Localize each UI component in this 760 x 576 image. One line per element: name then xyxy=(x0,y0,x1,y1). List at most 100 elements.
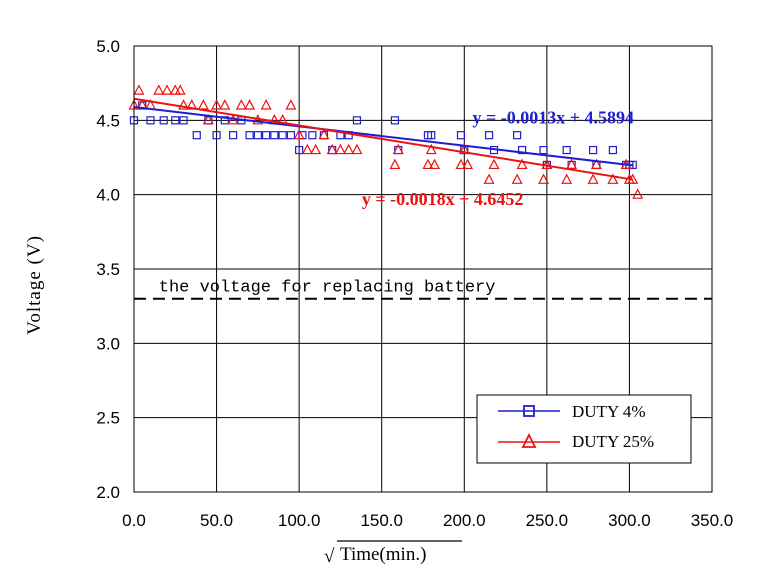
legend-label-duty4: DUTY 4% xyxy=(572,402,646,421)
point-s1-38 xyxy=(483,173,495,184)
point-s1-23 xyxy=(301,143,313,155)
point-s0-8 xyxy=(212,131,221,140)
legend-box xyxy=(476,394,692,464)
point-s0-34 xyxy=(513,131,522,140)
y-tick-label-6: 5.0 xyxy=(96,37,120,56)
point-s1-28 xyxy=(343,143,355,155)
point-s0-10 xyxy=(228,131,238,140)
x-tick-label-2: 100.0 xyxy=(278,511,321,530)
point-s1-22 xyxy=(293,128,305,140)
point-s0-12 xyxy=(245,131,254,140)
point-s0-6 xyxy=(192,131,201,140)
reference-line-group: the voltage for replacing battery xyxy=(134,278,712,300)
point-s1-47 xyxy=(590,158,602,170)
point-s0-18 xyxy=(295,145,304,155)
x-tick-labels: 0.0 50.0 100.0 150.0 200.0 250.0 300.0 350.0 xyxy=(122,511,733,530)
y-axis-title: Voltage (V) xyxy=(24,235,45,335)
point-s0-13 xyxy=(253,131,262,140)
point-s0-32 xyxy=(484,131,494,140)
point-s0-5 xyxy=(179,116,188,125)
point-s1-30 xyxy=(389,158,401,170)
point-s0-29 xyxy=(427,131,436,140)
point-s0-38 xyxy=(562,145,571,155)
point-s1-37 xyxy=(462,158,474,170)
y-tick-label-1: 2.5 xyxy=(96,409,120,428)
trendline-1 xyxy=(133,97,633,181)
x-axis-title-text: Time(min.) xyxy=(340,544,426,565)
point-s1-40 xyxy=(511,173,523,184)
point-s1-32 xyxy=(422,158,434,170)
x-tick-label-6: 300.0 xyxy=(608,511,651,530)
point-s0-4 xyxy=(171,116,180,125)
point-s0-2 xyxy=(146,116,155,125)
point-s1-26 xyxy=(326,143,338,155)
plot-area-border xyxy=(133,45,713,493)
point-s1-48 xyxy=(607,173,619,184)
point-s1-52 xyxy=(632,188,644,199)
point-s1-11 xyxy=(202,114,214,125)
y-tick-label-4: 4.0 xyxy=(96,186,120,205)
point-s1-39 xyxy=(488,158,500,170)
reference-line-label: the voltage for replacing battery xyxy=(159,278,496,297)
legend-label-duty25: DUTY 25% xyxy=(572,432,654,451)
point-s0-42 xyxy=(608,145,618,155)
point-s0-14 xyxy=(262,131,271,140)
point-s1-46 xyxy=(587,173,599,184)
x-tick-label-1: 50.0 xyxy=(200,511,233,530)
point-s0-26 xyxy=(390,116,400,125)
point-s1-1 xyxy=(133,84,145,95)
x-axis-title-sqrt: √ xyxy=(324,546,335,567)
y-tick-label-3: 3.5 xyxy=(96,260,120,279)
point-s1-15 xyxy=(235,99,247,110)
legend: DUTY 4% DUTY 25% xyxy=(476,394,692,464)
x-axis-title: √ Time(min.) xyxy=(324,540,462,567)
y-tick-label-2: 3.0 xyxy=(96,334,120,353)
y-tick-label-5: 4.5 xyxy=(96,111,120,130)
y-tick-labels: 2.0 2.5 3.0 3.5 4.0 4.5 5.0 xyxy=(96,37,120,502)
point-s0-36 xyxy=(539,145,548,155)
point-s1-45 xyxy=(566,158,578,170)
x-tick-label-3: 150.0 xyxy=(360,511,403,530)
point-s0-15 xyxy=(270,131,279,140)
point-s0-35 xyxy=(517,145,527,155)
point-s1-33 xyxy=(425,143,437,155)
point-s0-3 xyxy=(159,116,168,125)
x-tick-label-7: 350.0 xyxy=(691,511,734,530)
x-tick-label-5: 250.0 xyxy=(526,511,569,530)
point-s1-35 xyxy=(455,158,467,170)
point-s0-17 xyxy=(286,131,295,140)
y-tick-label-0: 2.0 xyxy=(96,483,120,502)
data-points xyxy=(128,84,644,199)
point-s1-5 xyxy=(161,84,173,95)
point-s1-43 xyxy=(541,158,553,170)
point-s1-16 xyxy=(244,99,256,110)
point-s1-13 xyxy=(219,99,231,110)
trendlines: y = -0.0013x + 4.5894 y = -0.0018x + 4.64… xyxy=(133,97,635,209)
point-s1-25 xyxy=(318,128,330,140)
x-tick-label-0: 0.0 xyxy=(122,511,146,530)
point-s1-7 xyxy=(174,84,186,95)
point-s1-4 xyxy=(153,84,165,95)
point-s0-20 xyxy=(308,131,317,140)
point-s1-41 xyxy=(516,158,528,170)
point-s1-12 xyxy=(211,99,223,110)
trendline-equation-1: y = -0.0018x + 4.6452 xyxy=(362,189,524,209)
point-s0-16 xyxy=(278,131,287,140)
point-s0-30 xyxy=(456,131,466,140)
x-tick-label-4: 200.0 xyxy=(443,511,486,530)
point-s1-31 xyxy=(392,143,404,155)
point-s1-44 xyxy=(561,173,573,184)
legend-marker-duty4 xyxy=(523,405,535,417)
point-s1-42 xyxy=(538,173,550,184)
point-s1-36 xyxy=(458,143,470,155)
trendline-equation-0: y = -0.0013x + 4.5894 xyxy=(473,107,635,127)
point-s1-24 xyxy=(310,143,322,155)
point-s0-25 xyxy=(352,116,362,125)
point-s1-29 xyxy=(351,143,363,155)
point-s1-8 xyxy=(178,99,190,110)
trendline-0 xyxy=(133,106,633,167)
point-s1-21 xyxy=(285,99,297,110)
point-s1-10 xyxy=(197,99,209,110)
